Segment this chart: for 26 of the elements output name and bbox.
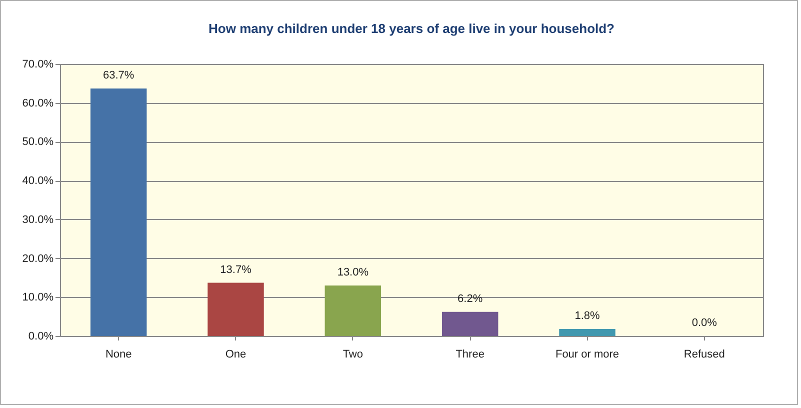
data-label: 1.8%	[574, 310, 600, 322]
y-tick-label: 40.0%	[22, 175, 54, 188]
y-tick-label: 70.0%	[22, 58, 54, 70]
bar	[90, 88, 147, 336]
data-label: 6.2%	[458, 292, 483, 305]
y-tick-label: 0.0%	[28, 330, 54, 342]
x-tick-label: None	[105, 348, 132, 360]
y-tick-label: 50.0%	[22, 136, 54, 148]
y-tick-label: 10.0%	[22, 292, 54, 304]
bar	[559, 329, 616, 336]
chart-title: How many children under 18 years of age live in your household?	[208, 21, 615, 36]
y-tick-label: 20.0%	[22, 252, 54, 265]
data-label: 63.7%	[102, 69, 134, 82]
x-tick-label: Refused	[684, 348, 725, 360]
x-tick-label: Three	[456, 348, 484, 360]
bar	[324, 285, 382, 336]
y-tick-label: 30.0%	[22, 214, 54, 226]
y-tick-label: 60.0%	[22, 97, 54, 110]
x-tick-label: Four or more	[555, 348, 620, 360]
bar	[208, 282, 264, 336]
x-tick-label: One	[225, 348, 246, 360]
bar	[442, 312, 498, 336]
data-label: 0.0%	[692, 317, 718, 329]
data-label: 13.7%	[220, 264, 252, 276]
x-tick-label: Two	[342, 348, 364, 360]
data-label: 13.0%	[337, 266, 369, 278]
